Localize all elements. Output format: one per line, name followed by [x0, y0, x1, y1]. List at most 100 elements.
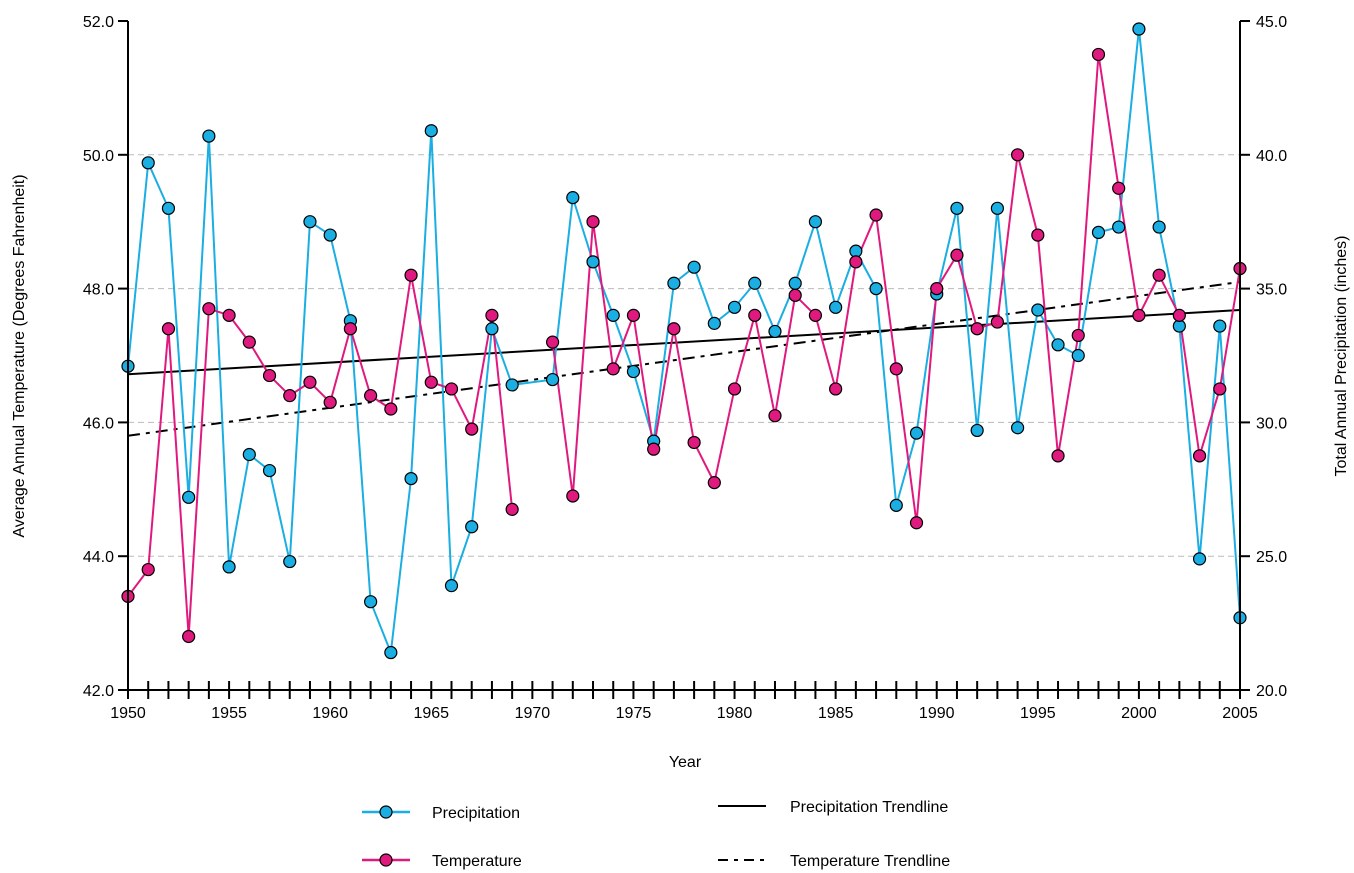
temperature-point-1975 [626, 308, 641, 322]
temperature-point-1953 [182, 629, 196, 644]
legend-precipitation-label: Precipitation [432, 805, 520, 822]
temperature-point-1965 [424, 375, 438, 389]
trendlines [127, 280, 1241, 437]
y-right-tick-label-40: 40.0 [1256, 148, 1287, 165]
y-right-tick-label-25: 25.0 [1256, 549, 1287, 566]
temperature-point-2001 [1152, 268, 1166, 282]
temperature-point-1974 [606, 362, 620, 376]
x-tick-label-1965: 1965 [413, 705, 449, 722]
temperature-point-1991 [950, 248, 964, 262]
x-tick-label-1960: 1960 [312, 705, 348, 722]
axes: 1950 1955 1960 1965 1970 1975 1980 1985 1990 1995… [83, 14, 1287, 722]
precipitation-point-1964 [404, 471, 418, 486]
x-tick-label-1980: 1980 [717, 705, 753, 722]
y-right-tick-label-35: 35.0 [1256, 282, 1287, 299]
temperature-point-1971 [545, 335, 560, 349]
y-right-tick-label-20: 20.0 [1256, 683, 1287, 700]
x-axis-title: Year [669, 754, 702, 771]
precipitation-point-1953 [182, 490, 196, 504]
legend-item-temperature-trendline: Temperature Trendline [718, 853, 950, 870]
precipitation-point-1973 [586, 255, 600, 269]
temperature-point-1972 [566, 489, 580, 503]
temperature-point-1963 [384, 402, 398, 416]
temperature-point-1962 [364, 389, 378, 403]
y-left-tick-label-48: 48.0 [83, 282, 114, 299]
precipitation-point-1994 [1010, 421, 1025, 435]
temperature-point-1996 [1051, 449, 1065, 463]
y-left-tick-label-44: 44.0 [83, 549, 114, 566]
grid-lines [128, 154, 1240, 557]
precipitation-point-1958 [283, 554, 297, 569]
x-tick-label-1955: 1955 [211, 705, 247, 722]
precipitation-point-1952 [161, 201, 176, 215]
legend-temperature-trendline-label: Temperature Trendline [790, 853, 950, 870]
precipitation-point-1981 [748, 276, 762, 290]
y-left-tick-label-46: 46.0 [83, 415, 114, 432]
precipitation-point-1980 [727, 300, 742, 314]
data-series [121, 22, 1247, 660]
y-right-tick-label-30: 30.0 [1256, 415, 1287, 432]
y-left-axis-title: Average Annual Temperature (Degrees Fahr… [11, 174, 28, 537]
temperature-point-2004 [1213, 382, 1227, 396]
temperature-point-1999 [1112, 181, 1126, 195]
precipitation-point-1971 [545, 372, 560, 387]
legend: Precipitation Temperature Precipitation … [362, 799, 950, 870]
precipitation-point-1957 [262, 463, 277, 478]
precipitation-point-1998 [1091, 225, 1106, 240]
precipitation-point-1992 [970, 423, 984, 438]
temperature-point-1980 [727, 382, 742, 396]
precipitation-point-1974 [606, 308, 620, 322]
x-tick-label-2000: 2000 [1121, 705, 1157, 722]
temperature-point-1958 [283, 389, 297, 403]
x-tick-label-2005: 2005 [1222, 705, 1258, 722]
precipitation-point-1972 [566, 191, 580, 205]
precipitation-point-1996 [1051, 338, 1065, 352]
temperature-point-1992 [970, 322, 984, 336]
temperature-point-1981 [748, 308, 762, 322]
temperature-point-1957 [262, 368, 277, 383]
precipitation-point-2000 [1132, 22, 1146, 36]
precipitation-point-2001 [1152, 220, 1166, 234]
temperature-point-1951 [141, 562, 155, 577]
y-left-tick-label-42: 42.0 [83, 683, 114, 700]
precipitation-trendline [127, 309, 1241, 376]
temperature-point-1979 [707, 476, 721, 490]
legend-precipitation-marker [379, 805, 393, 819]
temperature-point-1952 [161, 322, 176, 336]
temperature-point-1984 [808, 308, 823, 322]
temperature-point-1982 [768, 409, 782, 423]
temperature-point-1986 [849, 255, 863, 269]
precipitation-point-1959 [303, 215, 317, 229]
temperature-point-1990 [930, 282, 944, 296]
temperature-point-1987 [869, 208, 883, 222]
x-tick-label-1970: 1970 [515, 705, 551, 722]
temperature-point-1968 [485, 308, 499, 322]
temperature-point-1988 [889, 362, 903, 376]
temperature-point-1978 [687, 435, 701, 450]
precipitation-point-1975 [626, 364, 641, 379]
temperature-point-2003 [1192, 449, 1207, 463]
temperature-point-1989 [909, 516, 924, 530]
precipitation-point-1988 [889, 498, 903, 512]
legend-precipitation-trendline-label: Precipitation Trendline [790, 799, 948, 816]
temperature-point-1959 [303, 375, 317, 389]
precipitation-point-1960 [323, 228, 337, 242]
temperature-trendline [127, 280, 1241, 437]
precipitation-point-1951 [141, 156, 155, 170]
precipitation-point-1982 [768, 324, 782, 339]
temperature-point-2002 [1172, 308, 1186, 322]
precipitation-point-1984 [808, 215, 823, 229]
precipitation-point-2003 [1192, 552, 1207, 566]
precipitation-point-1989 [909, 426, 924, 440]
precipitation-point-1978 [687, 260, 701, 274]
temperature-point-1964 [404, 268, 418, 282]
precipitation-point-1983 [788, 276, 802, 290]
legend-item-precipitation-trendline: Precipitation Trendline [718, 799, 948, 816]
x-tick-label-1985: 1985 [818, 705, 854, 722]
temperature-point-1961 [343, 322, 357, 336]
y-right-axis-title: Total Annual Precipitation (inches) [1333, 235, 1350, 476]
precipitation-point-1967 [465, 520, 479, 534]
temperature-point-1994 [1010, 148, 1025, 162]
temperature-point-1960 [323, 395, 337, 409]
